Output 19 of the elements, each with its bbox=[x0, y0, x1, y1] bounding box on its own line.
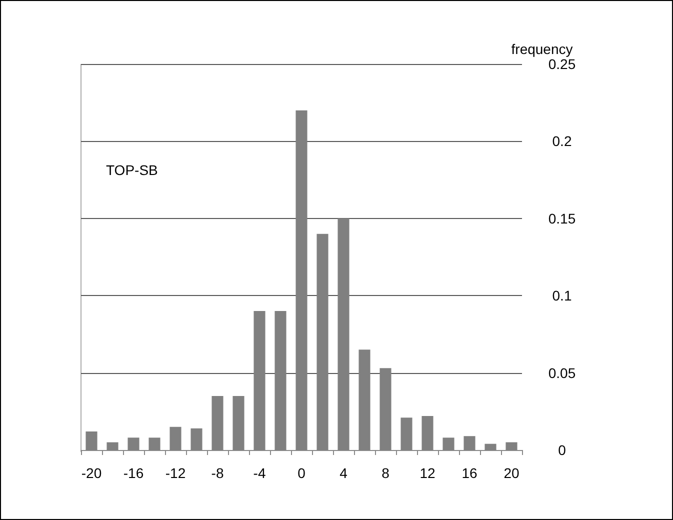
x-tick-label: 20 bbox=[504, 465, 520, 481]
x-tick-label: -16 bbox=[123, 465, 144, 481]
x-tick-label: 12 bbox=[420, 465, 436, 481]
y-tick-label: 0 bbox=[558, 442, 566, 458]
y-tick-label: 0.15 bbox=[548, 210, 576, 226]
y-tick-label: 0.2 bbox=[552, 133, 572, 150]
x-tick-label: -4 bbox=[253, 465, 266, 481]
x-tick-label: 4 bbox=[340, 465, 348, 481]
y-tick-label: 0.25 bbox=[548, 56, 576, 72]
x-tick-label: 0 bbox=[298, 465, 306, 481]
x-tick-label: -8 bbox=[211, 465, 224, 481]
y-axis-title: frequency bbox=[511, 41, 573, 57]
y-tick-label: 0.1 bbox=[552, 288, 572, 304]
x-tick-label: -12 bbox=[165, 465, 186, 481]
x-tick-label: 16 bbox=[462, 465, 478, 481]
annotation: TOP-SB bbox=[106, 162, 158, 178]
x-tick-label: 8 bbox=[382, 465, 390, 481]
y-tick-label: 0.05 bbox=[548, 364, 576, 381]
x-tick-label: -20 bbox=[81, 465, 102, 481]
